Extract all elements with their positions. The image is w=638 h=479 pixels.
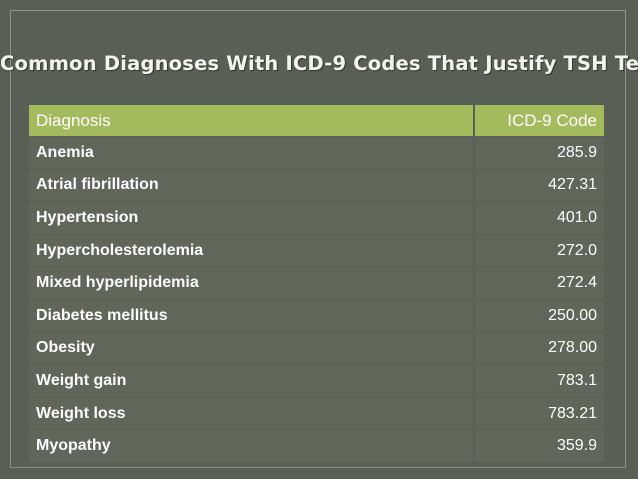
table-row: Obesity 278.00 — [29, 331, 604, 365]
table-row: Hypercholesterolemia 272.0 — [29, 233, 604, 267]
code-cell: 783.1 — [473, 364, 604, 398]
code-cell: 272.4 — [473, 266, 604, 300]
code-cell: 285.9 — [473, 136, 604, 170]
diagnosis-cell: Weight gain — [29, 364, 474, 398]
diagnosis-cell: Weight loss — [29, 396, 474, 430]
diagnosis-table: Diagnosis ICD-9 Code Anemia 285.9 Atrial… — [29, 105, 604, 462]
diagnosis-cell: Mixed hyperlipidemia — [29, 266, 474, 300]
header-icd9-code: ICD-9 Code — [473, 105, 604, 137]
code-cell: 278.00 — [473, 331, 604, 365]
table-row: Mixed hyperlipidemia 272.4 — [29, 266, 604, 300]
slide-title: Common Diagnoses With ICD-9 Codes That J… — [0, 52, 638, 75]
header-diagnosis: Diagnosis — [29, 105, 474, 137]
diagnosis-cell: Hypercholesterolemia — [29, 233, 474, 267]
code-cell: 272.0 — [473, 233, 604, 267]
table-row: Weight loss 783.21 — [29, 396, 604, 430]
code-cell: 250.00 — [473, 298, 604, 333]
table-row: Anemia 285.9 — [29, 136, 604, 170]
code-cell: 427.31 — [473, 168, 604, 202]
table-body: Anemia 285.9 Atrial fibrillation 427.31 … — [29, 136, 604, 462]
table-row: Atrial fibrillation 427.31 — [29, 168, 604, 202]
code-cell: 783.21 — [473, 396, 604, 430]
code-cell: 401.0 — [473, 201, 604, 235]
diagnosis-cell: Diabetes mellitus — [29, 298, 474, 333]
table-row: Diabetes mellitus 250.00 — [29, 298, 604, 333]
table-row: Weight gain 783.1 — [29, 364, 604, 398]
diagnosis-cell: Myopathy — [29, 429, 474, 462]
table-row: Myopathy 359.9 — [29, 429, 604, 462]
diagnosis-cell: Obesity — [29, 331, 474, 365]
table-row: Hypertension 401.0 — [29, 201, 604, 235]
diagnosis-cell: Hypertension — [29, 201, 474, 235]
table-header-row: Diagnosis ICD-9 Code — [29, 105, 604, 137]
slide-frame — [10, 10, 626, 468]
diagnosis-cell: Atrial fibrillation — [29, 168, 474, 202]
table-header: Diagnosis ICD-9 Code — [29, 105, 604, 137]
code-cell: 359.9 — [473, 429, 604, 462]
diagnosis-cell: Anemia — [29, 136, 474, 170]
